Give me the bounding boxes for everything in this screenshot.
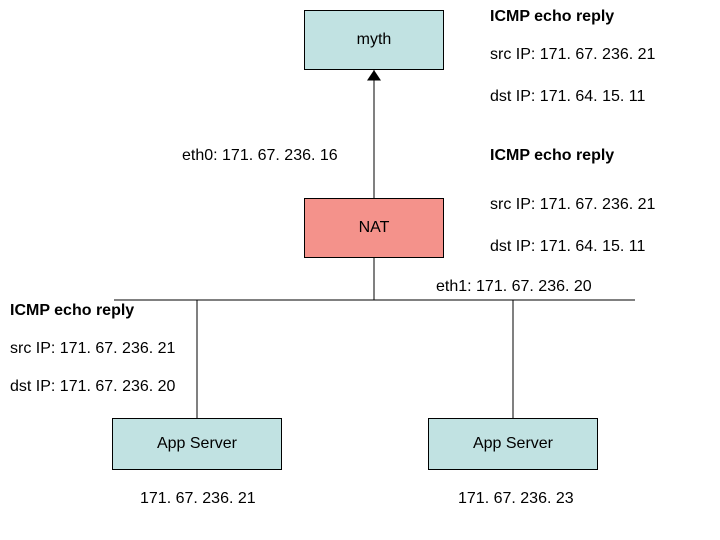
node-myth-label: myth xyxy=(357,31,392,49)
eth0-label: eth0: 171. 67. 236. 16 xyxy=(182,147,338,165)
packet-1-src-ip: src IP: 171. 67. 236. 21 xyxy=(490,46,655,64)
app-server-1-ip: 171. 67. 236. 21 xyxy=(140,490,256,508)
node-nat-label: NAT xyxy=(359,219,390,237)
node-nat: NAT xyxy=(304,198,444,258)
packet-2-dst-ip: dst IP: 171. 64. 15. 11 xyxy=(490,238,645,256)
packet-3-src-ip: src IP: 171. 67. 236. 21 xyxy=(10,340,175,358)
packet-3-title: ICMP echo reply xyxy=(10,302,134,320)
packet-1-dst-ip: dst IP: 171. 64. 15. 11 xyxy=(490,88,645,106)
packet-3-dst-ip: dst IP: 171. 67. 236. 20 xyxy=(10,378,175,396)
node-app-server-1: App Server xyxy=(112,418,282,470)
packet-2-src-ip: src IP: 171. 67. 236. 21 xyxy=(490,196,655,214)
node-app-server-2: App Server xyxy=(428,418,598,470)
diagram-stage: myth NAT App Server App Server ICMP echo… xyxy=(0,0,720,540)
node-app-server-1-label: App Server xyxy=(157,435,237,453)
app-server-2-ip: 171. 67. 236. 23 xyxy=(458,490,574,508)
edges-layer xyxy=(0,0,720,540)
node-myth: myth xyxy=(304,10,444,70)
eth1-label: eth1: 171. 67. 236. 20 xyxy=(436,278,592,296)
node-app-server-2-label: App Server xyxy=(473,435,553,453)
packet-1-title: ICMP echo reply xyxy=(490,8,614,26)
packet-2-title: ICMP echo reply xyxy=(490,147,614,165)
